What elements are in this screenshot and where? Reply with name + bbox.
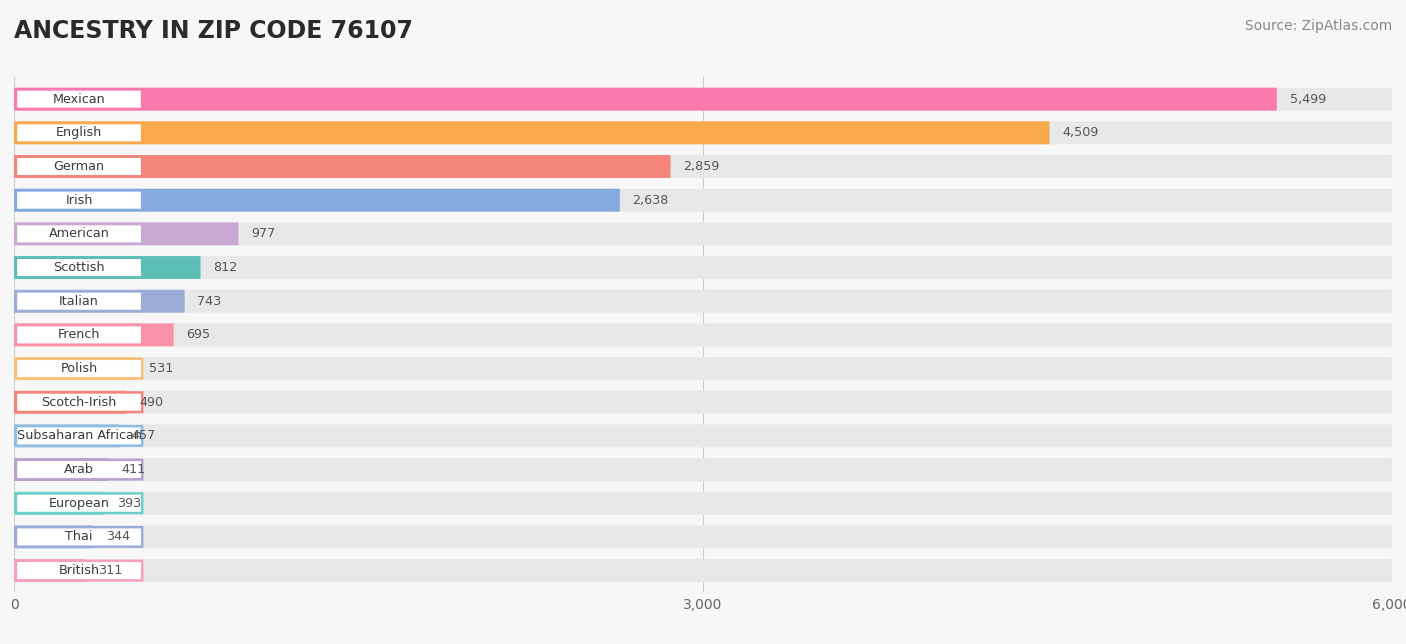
FancyBboxPatch shape (14, 424, 1392, 448)
Text: European: European (49, 497, 110, 510)
Text: 977: 977 (252, 227, 276, 240)
FancyBboxPatch shape (14, 323, 1392, 346)
FancyBboxPatch shape (15, 156, 142, 176)
Text: 5,499: 5,499 (1289, 93, 1326, 106)
Text: Arab: Arab (65, 463, 94, 476)
Text: ANCESTRY IN ZIP CODE 76107: ANCESTRY IN ZIP CODE 76107 (14, 19, 413, 43)
FancyBboxPatch shape (15, 493, 142, 513)
Text: English: English (56, 126, 103, 139)
Text: Scottish: Scottish (53, 261, 105, 274)
FancyBboxPatch shape (14, 357, 136, 380)
Text: 490: 490 (139, 395, 163, 409)
Text: 695: 695 (186, 328, 211, 341)
Text: 743: 743 (197, 295, 222, 308)
FancyBboxPatch shape (14, 424, 120, 448)
FancyBboxPatch shape (15, 325, 142, 345)
Text: 812: 812 (214, 261, 238, 274)
FancyBboxPatch shape (14, 189, 620, 212)
Text: 457: 457 (132, 430, 156, 442)
FancyBboxPatch shape (14, 256, 1392, 279)
Text: Source: ZipAtlas.com: Source: ZipAtlas.com (1244, 19, 1392, 33)
FancyBboxPatch shape (14, 222, 239, 245)
FancyBboxPatch shape (15, 426, 142, 446)
FancyBboxPatch shape (14, 88, 1392, 111)
FancyBboxPatch shape (14, 155, 671, 178)
Text: 411: 411 (121, 463, 145, 476)
Text: 4,509: 4,509 (1062, 126, 1098, 139)
FancyBboxPatch shape (14, 526, 1392, 549)
Text: Thai: Thai (65, 531, 93, 544)
FancyBboxPatch shape (14, 458, 1392, 481)
Text: 2,859: 2,859 (683, 160, 720, 173)
FancyBboxPatch shape (14, 357, 1392, 380)
Text: American: American (49, 227, 110, 240)
Text: Scotch-Irish: Scotch-Irish (41, 395, 117, 409)
FancyBboxPatch shape (15, 191, 142, 210)
FancyBboxPatch shape (14, 323, 174, 346)
Text: Subsaharan African: Subsaharan African (17, 430, 142, 442)
FancyBboxPatch shape (15, 460, 142, 479)
Text: German: German (53, 160, 104, 173)
FancyBboxPatch shape (14, 559, 86, 582)
FancyBboxPatch shape (14, 155, 1392, 178)
Text: 2,638: 2,638 (633, 194, 669, 207)
FancyBboxPatch shape (14, 492, 1392, 515)
FancyBboxPatch shape (14, 88, 1277, 111)
Text: 531: 531 (149, 362, 173, 375)
FancyBboxPatch shape (14, 391, 1392, 413)
FancyBboxPatch shape (14, 256, 201, 279)
FancyBboxPatch shape (14, 222, 1392, 245)
Text: Italian: Italian (59, 295, 98, 308)
Text: Mexican: Mexican (52, 93, 105, 106)
Text: Irish: Irish (65, 194, 93, 207)
Text: 344: 344 (105, 531, 129, 544)
FancyBboxPatch shape (15, 392, 142, 412)
FancyBboxPatch shape (14, 121, 1049, 144)
FancyBboxPatch shape (15, 123, 142, 142)
Text: British: British (59, 564, 100, 577)
FancyBboxPatch shape (14, 121, 1392, 144)
FancyBboxPatch shape (15, 359, 142, 378)
FancyBboxPatch shape (15, 224, 142, 243)
FancyBboxPatch shape (14, 189, 1392, 212)
Text: Polish: Polish (60, 362, 97, 375)
FancyBboxPatch shape (14, 526, 93, 549)
FancyBboxPatch shape (14, 559, 1392, 582)
Text: French: French (58, 328, 100, 341)
FancyBboxPatch shape (14, 458, 108, 481)
Text: 393: 393 (117, 497, 141, 510)
FancyBboxPatch shape (15, 292, 142, 311)
FancyBboxPatch shape (14, 492, 104, 515)
FancyBboxPatch shape (15, 90, 142, 109)
FancyBboxPatch shape (15, 527, 142, 547)
FancyBboxPatch shape (14, 290, 1392, 312)
FancyBboxPatch shape (14, 290, 184, 312)
FancyBboxPatch shape (15, 561, 142, 580)
FancyBboxPatch shape (15, 258, 142, 278)
Text: 311: 311 (98, 564, 122, 577)
FancyBboxPatch shape (14, 391, 127, 413)
